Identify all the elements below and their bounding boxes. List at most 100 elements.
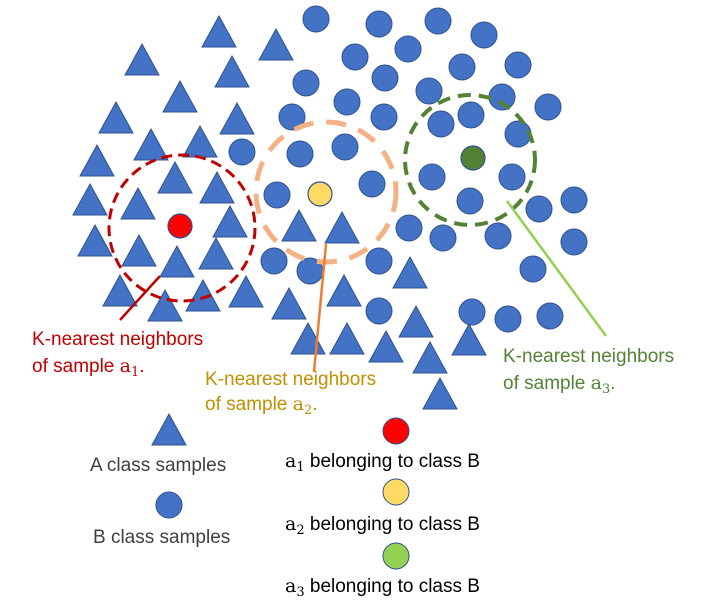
class-b-sample-circle — [260, 247, 288, 275]
class-a-sample-triangle — [201, 14, 237, 48]
class-b-sample-circle — [560, 228, 588, 256]
class-b-sample-circle — [498, 163, 526, 191]
class-a-sample-triangle — [228, 274, 264, 308]
class-b-sample-circle — [292, 69, 320, 97]
class-b-sample-circle — [395, 214, 423, 242]
class-b-sample-circle — [519, 255, 547, 283]
class-b-sample-circle — [371, 64, 399, 92]
neighborhood-label-a1-line2: of sample a1. — [32, 355, 145, 380]
class-b-sample-circle — [427, 110, 455, 138]
legend-a2-icon — [382, 478, 410, 506]
neighborhood-label-a2-line2: of sample a2. — [205, 393, 318, 418]
class-a-sample-triangle — [290, 321, 326, 355]
class-a-sample-triangle — [451, 322, 487, 356]
class-b-sample-circle — [504, 51, 532, 79]
class-a-sample-triangle — [258, 27, 294, 61]
query-sample-a3 — [460, 145, 486, 171]
class-b-sample-circle — [534, 93, 562, 121]
legend-triangle-icon — [151, 412, 187, 446]
class-a-sample-triangle — [121, 233, 157, 267]
legend-a2-label: a2 belonging to class B — [285, 513, 480, 538]
class-b-sample-circle — [394, 35, 422, 63]
class-a-sample-triangle — [214, 54, 250, 88]
class-a-sample-triangle — [133, 127, 169, 161]
legend-a1-icon — [382, 417, 410, 445]
legend-a1-label: a1 belonging to class B — [285, 450, 480, 475]
class-b-sample-circle — [302, 5, 330, 33]
class-b-sample-circle — [488, 83, 516, 111]
class-b-sample-circle — [448, 53, 476, 81]
pointer-line-a2 — [312, 243, 328, 373]
class-b-sample-circle — [504, 120, 532, 148]
class-a-sample-triangle — [412, 340, 448, 374]
class-b-sample-circle — [365, 247, 393, 275]
class-a-sample-triangle — [159, 244, 195, 278]
class-b-sample-circle — [358, 170, 386, 198]
class-a-sample-group — [72, 14, 487, 410]
class-a-sample-triangle — [212, 204, 248, 238]
class-a-sample-triangle — [422, 376, 458, 410]
class-b-sample-group — [228, 5, 588, 333]
class-a-sample-triangle — [162, 79, 198, 113]
class-b-sample-circle — [278, 103, 306, 131]
class-a-sample-triangle — [324, 210, 360, 244]
class-b-sample-circle — [331, 133, 359, 161]
legend-a3-label: a3 belonging to class B — [285, 575, 480, 600]
legend-a3-icon — [382, 542, 410, 570]
class-b-sample-circle — [456, 187, 484, 215]
class-a-sample-triangle — [392, 255, 428, 289]
neighborhood-label-a3-line2: of sample a3. — [503, 372, 616, 397]
class-b-sample-circle — [365, 10, 393, 38]
class-b-sample-circle — [341, 43, 369, 71]
neighborhood-label-a2-line1: K-nearest neighbors — [205, 369, 376, 390]
class-b-sample-circle — [484, 222, 512, 250]
class-a-sample-triangle — [79, 143, 115, 177]
query-sample-a1 — [167, 213, 193, 239]
class-b-sample-circle — [424, 7, 452, 35]
class-b-sample-circle — [429, 224, 457, 252]
class-a-sample-triangle — [157, 160, 193, 194]
neighborhood-ring-a2 — [253, 119, 399, 265]
class-b-sample-circle — [286, 140, 314, 168]
pointer-line-a1 — [119, 275, 161, 321]
class-a-sample-triangle — [124, 42, 160, 76]
class-a-sample-triangle — [185, 278, 221, 312]
class-a-sample-triangle — [219, 101, 255, 135]
class-a-sample-triangle — [120, 186, 156, 220]
query-sample-a2 — [307, 181, 333, 207]
legend-class-b-label: B class samples — [93, 527, 230, 548]
class-b-sample-circle — [457, 101, 485, 129]
class-b-sample-circle — [536, 302, 564, 330]
class-a-sample-triangle — [72, 182, 108, 216]
class-b-sample-circle — [458, 298, 486, 326]
neighborhood-label-a1-line1: K-nearest neighbors — [32, 329, 203, 350]
class-a-sample-triangle — [98, 100, 134, 134]
neighborhood-ring-a3 — [403, 93, 537, 227]
class-b-sample-circle — [370, 103, 398, 131]
legend-class-a-label: A class samples — [90, 455, 226, 476]
class-b-sample-circle — [228, 138, 256, 166]
class-a-sample-triangle — [271, 286, 307, 320]
class-a-sample-triangle — [398, 304, 434, 338]
class-a-sample-triangle — [147, 288, 183, 322]
legend-circle-icon — [155, 491, 183, 519]
neighborhood-label-a3-line1: K-nearest neighbors — [503, 346, 674, 367]
class-a-sample-triangle — [182, 124, 218, 158]
class-a-sample-triangle — [199, 170, 235, 204]
class-a-sample-triangle — [77, 223, 113, 257]
class-b-sample-circle — [365, 297, 393, 325]
neighborhood-ring-a1 — [107, 153, 257, 303]
class-b-sample-circle — [525, 195, 553, 223]
class-a-sample-triangle — [326, 273, 362, 307]
class-a-sample-triangle — [368, 329, 404, 363]
class-a-sample-triangle — [281, 208, 317, 242]
class-a-sample-triangle — [198, 236, 234, 270]
class-a-sample-triangle — [329, 321, 365, 355]
class-a-sample-triangle — [102, 273, 138, 307]
class-b-sample-circle — [494, 305, 522, 333]
class-b-sample-circle — [333, 88, 361, 116]
class-b-sample-circle — [263, 181, 291, 209]
class-b-sample-circle — [415, 77, 443, 105]
class-b-sample-circle — [470, 21, 498, 49]
